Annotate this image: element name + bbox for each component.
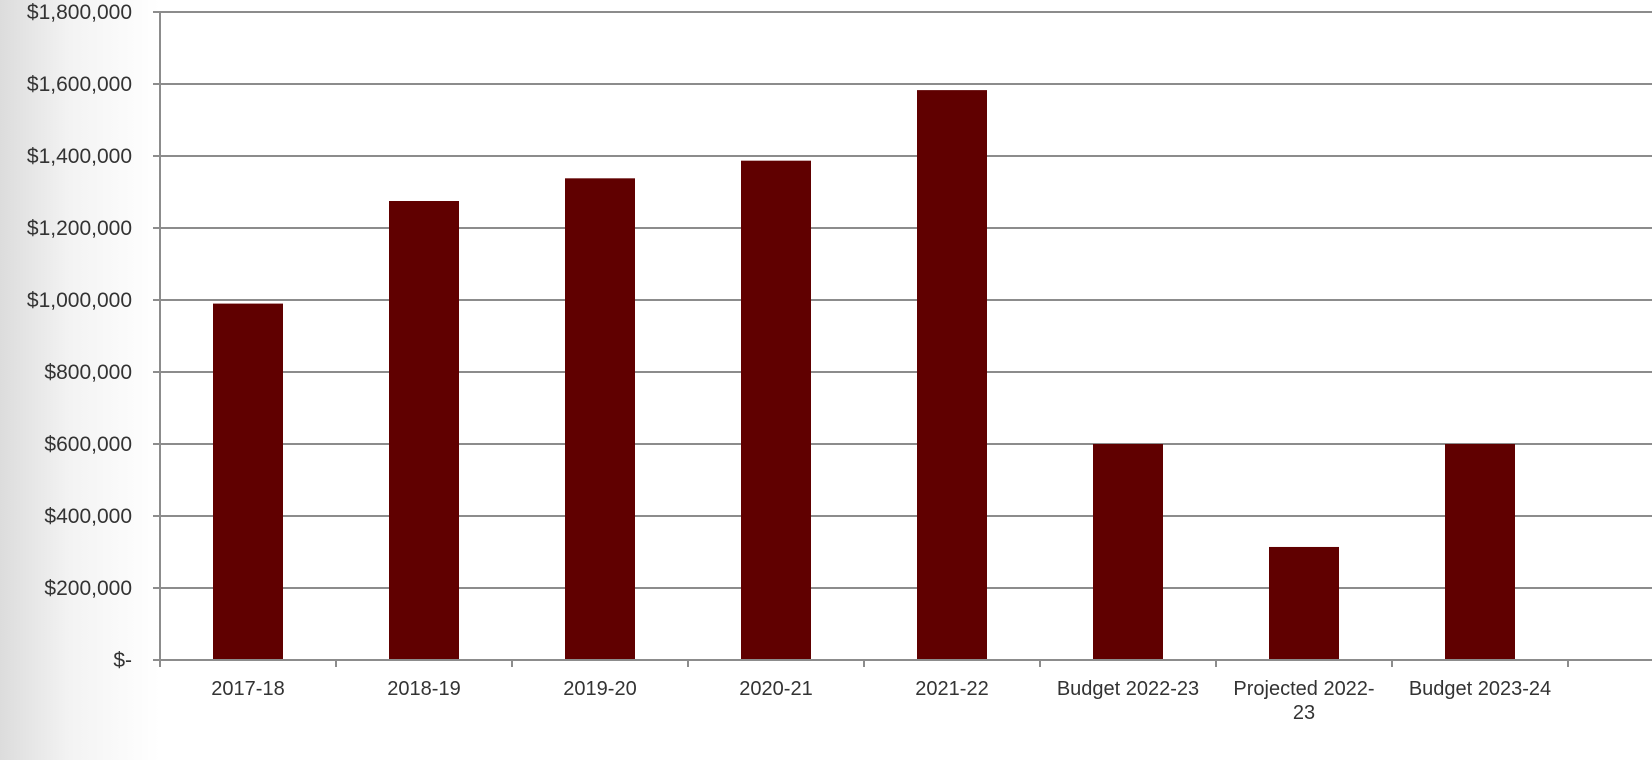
x-tick-label: 2021-22: [915, 678, 988, 700]
y-tick-label: $1,000,000: [27, 289, 132, 312]
bar-2017-18: [213, 303, 283, 660]
y-tick-label: $600,000: [44, 433, 132, 456]
x-tick-label: Budget 2022-23: [1057, 678, 1199, 700]
x-tick-label-line: 2020-21: [739, 678, 812, 700]
x-tick-label-line: Projected 2022-: [1233, 678, 1374, 700]
y-tick-label: $1,400,000: [27, 145, 132, 168]
axes: [153, 11, 1652, 667]
y-tick-label: $200,000: [44, 577, 132, 600]
bar-2018-19: [389, 201, 459, 660]
x-tick-label-line: 23: [1293, 702, 1315, 724]
y-tick-label: $1,200,000: [27, 217, 132, 240]
x-tick-labels: 2017-18 2018-19 2019-20 2020-21 2021-22 Budge…: [211, 678, 1551, 724]
x-tick-label: 2017-18: [211, 678, 284, 700]
bar-budget-2023-24: [1445, 444, 1515, 660]
y-tick-label: $1,800,000: [27, 1, 132, 24]
y-tick-labels: $- $200,000 $400,000 $600,000 $800,000 $1,000…: [27, 1, 132, 672]
bar-2019-20: [565, 178, 635, 660]
bar-projected-2022-23: [1269, 546, 1339, 660]
x-tick-label-line: Budget 2023-24: [1409, 678, 1551, 700]
x-tick-label-line: 2021-22: [915, 678, 988, 700]
x-tick-label: 2019-20: [563, 678, 636, 700]
x-tick-label-line: Budget 2022-23: [1057, 678, 1199, 700]
x-tick-label: 2020-21: [739, 678, 812, 700]
bar-2021-22: [917, 90, 987, 661]
x-tick-label-line: 2018-19: [387, 678, 460, 700]
x-tick-label: Budget 2023-24: [1409, 678, 1551, 700]
bars: [213, 90, 1515, 661]
x-tick-label: 2018-19: [387, 678, 460, 700]
y-tick-label: $400,000: [44, 505, 132, 528]
bar-2020-21: [741, 160, 811, 660]
bar-budget-2022-23: [1093, 444, 1163, 660]
x-tick-label: Projected 2022-23: [1233, 678, 1374, 724]
x-tick-label-line: 2017-18: [211, 678, 284, 700]
y-tick-label: $1,600,000: [27, 73, 132, 96]
x-tick-label-line: 2019-20: [563, 678, 636, 700]
y-tick-label: $-: [113, 649, 132, 672]
y-tick-label: $800,000: [44, 361, 132, 384]
gridlines: [160, 11, 1652, 589]
